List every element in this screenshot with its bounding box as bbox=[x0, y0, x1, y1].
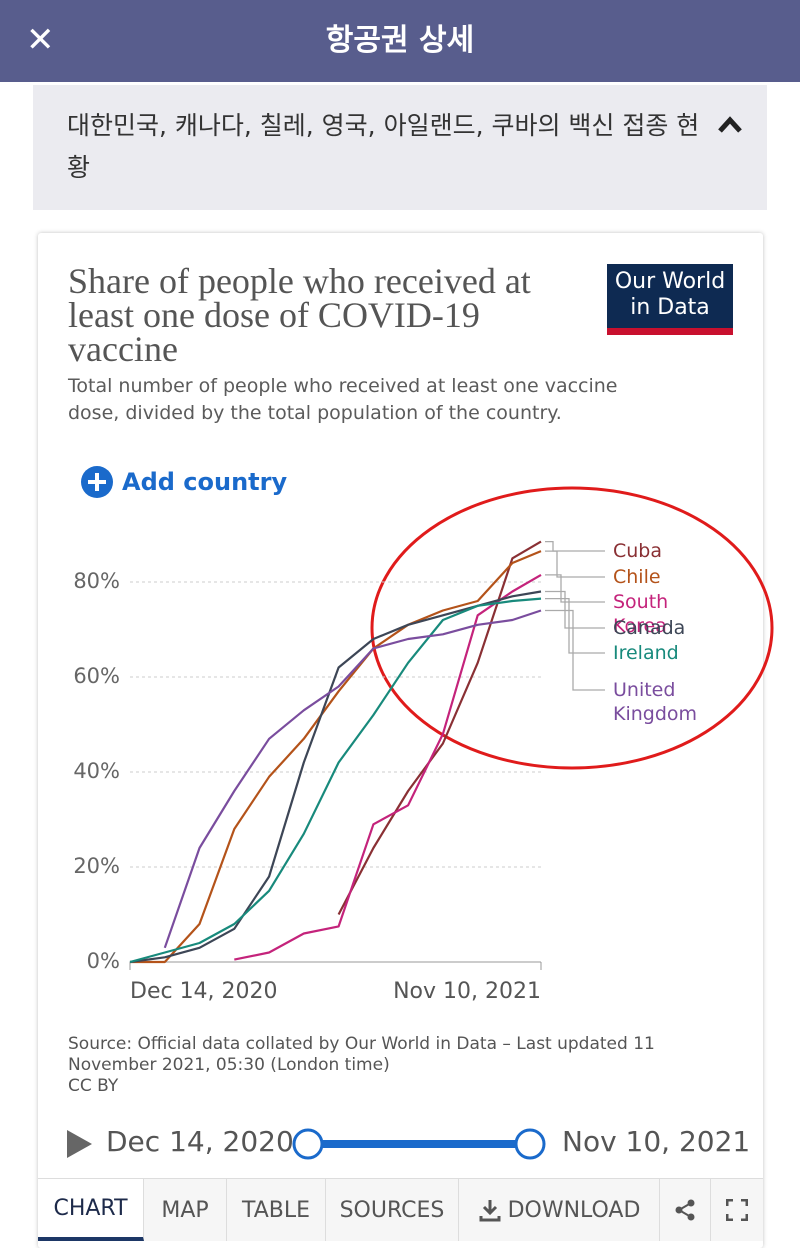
tab[interactable]: DOWNLOAD bbox=[459, 1179, 660, 1241]
slider-handle[interactable] bbox=[292, 1128, 324, 1160]
legend-label: Cuba bbox=[613, 540, 663, 562]
logo: Our World in Data bbox=[607, 264, 733, 335]
tab[interactable]: TABLE bbox=[227, 1179, 326, 1241]
summary-box: 대한민국, 캐나다, 칠레, 영국, 아일랜드, 쿠바의 백신 접종 현황 bbox=[33, 85, 767, 210]
license: CC BY bbox=[68, 1076, 119, 1096]
legend-label: Canada bbox=[613, 617, 686, 639]
start-date: Dec 14, 2020 bbox=[106, 1125, 294, 1158]
share-icon bbox=[675, 1199, 695, 1221]
share-button[interactable] bbox=[660, 1179, 711, 1241]
add-country-button[interactable]: Add country bbox=[80, 464, 287, 500]
fullscreen-icon bbox=[726, 1199, 748, 1221]
summary-text: 대한민국, 캐나다, 칠레, 영국, 아일랜드, 쿠바의 백신 접종 현황 bbox=[67, 111, 700, 182]
logo-line: in Data bbox=[630, 295, 710, 320]
source-note: Source: Official data collated by Our Wo… bbox=[68, 1034, 688, 1097]
chart-subtitle: Total number of people who received at l… bbox=[68, 375, 618, 424]
close-button[interactable]: ✕ bbox=[26, 20, 55, 60]
legend-label: United Kingdom bbox=[613, 679, 698, 725]
header-title: 항공권 상세 bbox=[325, 23, 475, 58]
tab[interactable]: CHART bbox=[38, 1179, 144, 1241]
end-date: Nov 10, 2021 bbox=[562, 1125, 751, 1158]
add-country-label: Add country bbox=[122, 468, 288, 496]
legend-label: Chile bbox=[613, 566, 661, 588]
tab-bar: CHART MAP TABLE SOURCES DOWNLOAD bbox=[38, 1178, 763, 1241]
header: 항공권 상세 ✕ bbox=[0, 0, 800, 82]
legend-label: South Korea bbox=[613, 591, 669, 637]
legend-label: Ireland bbox=[613, 642, 679, 664]
fullscreen-button[interactable] bbox=[711, 1179, 763, 1241]
source-text: Source: Official data collated by Our Wo… bbox=[68, 1034, 655, 1075]
tab-label: DOWNLOAD bbox=[507, 1197, 641, 1223]
tab[interactable]: MAP bbox=[144, 1179, 227, 1241]
logo-line: Our World bbox=[614, 269, 726, 294]
time-slider bbox=[292, 1128, 546, 1160]
chart-title: Share of people who received at least on… bbox=[68, 261, 531, 369]
play-button[interactable] bbox=[66, 1130, 94, 1158]
download-icon bbox=[479, 1200, 501, 1222]
plus-icon bbox=[81, 466, 113, 498]
tab[interactable]: SOURCES bbox=[326, 1179, 459, 1241]
slider-handle[interactable] bbox=[514, 1128, 546, 1160]
collapse-button[interactable] bbox=[715, 111, 745, 141]
